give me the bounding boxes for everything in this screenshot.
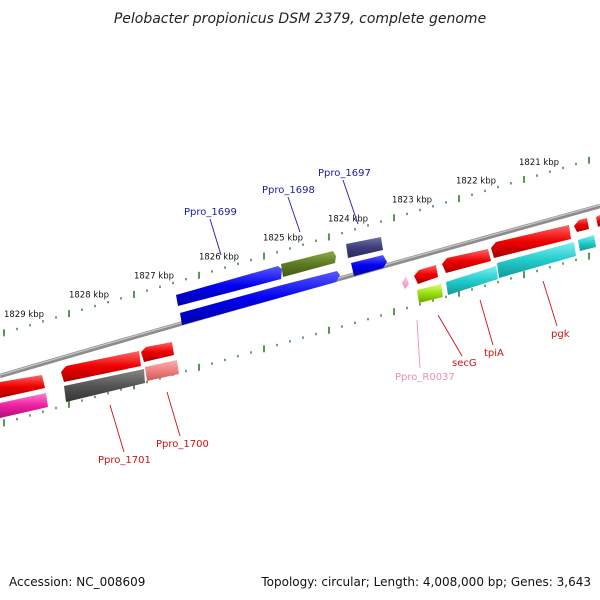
gene-ppro-r0037[interactable] [402,276,409,289]
gene-pgk-outer[interactable] [491,225,571,258]
gene-left-magenta[interactable] [0,393,48,418]
leader-tpia [479,299,494,346]
gene-ppro-1699-inner[interactable] [180,271,340,325]
gene-right-cyan[interactable] [578,235,596,251]
gene-labels: Ppro_1699 Ppro_1698 Ppro_1697 Ppro_1701 … [98,168,570,466]
gene-left-red-outer[interactable] [0,375,45,398]
gene-right-red-b[interactable] [596,215,600,227]
leader-secg [437,314,463,357]
gene-right-red-a[interactable] [574,218,589,232]
label-secg[interactable]: secG [452,358,477,369]
gene-ppro-1701-outer[interactable] [61,351,141,382]
genome-summary-text: Topology: circular; Length: 4,008,000 bp… [260,575,591,589]
label-ppro-r0037[interactable]: Ppro_R0037 [395,372,455,383]
scale-tick-label: 1829 kbp [4,310,44,320]
map-title: Pelobacter propionicus DSM 2379, complet… [114,11,486,27]
tick-labels: 1821 kbp 1822 kbp 1823 kbp 1824 kbp 1825 kbp… [4,158,559,320]
label-ppro-1701[interactable]: Ppro_1701 [98,455,151,466]
scale-tick-label: 1822 kbp [456,177,496,187]
scale-tick-label: 1828 kbp [69,291,109,301]
label-ppro-1697[interactable]: Ppro_1697 [318,168,371,179]
leader-ppro-1700 [166,391,181,437]
gene-ppro-1697-inner[interactable] [351,255,387,276]
gene-ppro-1698[interactable] [281,251,336,277]
gene-tpia-outer[interactable] [442,249,491,273]
gene-ppro-1700-inner[interactable] [145,360,179,381]
gene-secg-inner[interactable] [417,284,443,303]
gene-secg-outer[interactable] [414,265,438,284]
forward-strand-genes [176,237,387,325]
gene-ppro-1697-outer[interactable] [346,237,383,258]
scale-tick-label: 1825 kbp [263,234,303,244]
scale-tick-label: 1823 kbp [392,195,432,205]
leader-ppro-r0037 [416,319,421,369]
label-pgk[interactable]: pgk [551,329,570,340]
tick-marks [3,156,590,427]
scale-tick-label: 1821 kbp [519,158,559,168]
label-tpia[interactable]: tpiA [484,348,504,359]
leader-ppro-1698 [287,196,301,233]
gene-tpia-inner[interactable] [446,266,498,295]
gene-ppro-1701-inner[interactable] [64,369,145,402]
leader-ppro-1699 [209,218,222,256]
gene-pgk-inner[interactable] [497,242,576,278]
reverse-strand-genes [0,215,600,418]
gene-ppro-1699-outer[interactable] [176,266,282,306]
label-ppro-1698[interactable]: Ppro_1698 [262,185,315,196]
scale-tick-label: 1827 kbp [134,272,174,282]
leader-ppro-1697 [342,179,359,225]
leader-pgk [542,280,558,327]
label-ppro-1700[interactable]: Ppro_1700 [156,439,209,450]
label-ppro-1699[interactable]: Ppro_1699 [184,207,237,218]
scale-tick-label: 1824 kbp [328,214,368,224]
scale-tick-label: 1826 kbp [199,252,239,262]
leader-ppro-1701 [109,404,125,453]
gene-leader-lines [109,179,558,453]
accession-text: Accession: NC_008609 [9,575,145,589]
gene-ppro-1700-outer[interactable] [141,342,174,362]
